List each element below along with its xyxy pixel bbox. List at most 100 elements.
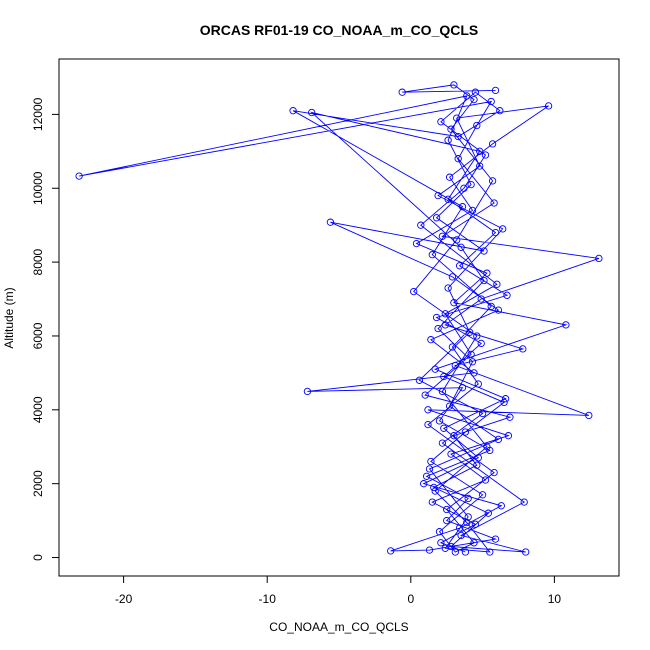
data-point	[522, 548, 530, 556]
data-point	[466, 328, 474, 336]
data-point	[481, 151, 490, 159]
data-point	[425, 465, 434, 473]
data-point	[303, 387, 312, 396]
data-point	[463, 92, 471, 100]
data-point	[450, 299, 458, 307]
data-point	[463, 518, 471, 527]
data-point	[434, 324, 442, 333]
data-point	[427, 336, 435, 344]
data-point	[457, 531, 465, 540]
data-point	[453, 236, 461, 244]
data-point	[417, 221, 425, 229]
data-point	[438, 439, 447, 447]
y-tick-label: 8000	[31, 248, 45, 275]
data-point	[432, 214, 441, 222]
data-point	[460, 184, 468, 192]
data-point	[455, 524, 464, 532]
data-point	[437, 539, 445, 547]
data-point	[289, 107, 297, 115]
data-point	[464, 513, 472, 521]
data-point	[451, 548, 459, 556]
data-point	[488, 140, 497, 148]
x-tick-label: 10	[548, 592, 562, 606]
series-layer	[75, 81, 603, 556]
data-point	[467, 350, 475, 359]
data-point	[494, 435, 503, 444]
data-point	[457, 243, 465, 251]
data-point	[424, 406, 432, 414]
x-axis-label: CO_NOAA_m_CO_QCLS	[269, 620, 408, 634]
data-point	[308, 108, 316, 117]
x-tick-label: -20	[115, 592, 133, 606]
data-point	[470, 539, 478, 547]
data-point	[445, 402, 454, 410]
data-point	[428, 498, 436, 506]
data-point	[474, 380, 482, 388]
data-point	[493, 280, 501, 288]
data-point	[471, 520, 480, 528]
y-tick-label: 6000	[31, 322, 45, 349]
y-tick-label: 0	[31, 554, 45, 561]
data-point	[477, 339, 485, 348]
data-point	[444, 195, 452, 203]
x-tick-label: -10	[259, 592, 277, 606]
data-point	[477, 295, 485, 303]
data-point	[455, 262, 464, 270]
y-tick-label: 12000	[31, 97, 45, 131]
data-point	[483, 443, 491, 451]
data-point	[473, 461, 481, 469]
data-point	[387, 547, 395, 555]
data-point	[440, 424, 448, 432]
data-point	[506, 413, 514, 421]
y-axis-label: Altitude (m)	[2, 287, 16, 348]
data-point	[474, 454, 482, 462]
data-point	[520, 498, 528, 506]
data-point	[476, 147, 484, 155]
data-point	[450, 432, 458, 440]
y-tick-label: 2000	[31, 470, 45, 497]
data-point	[484, 509, 492, 517]
data-point	[468, 358, 477, 366]
data-point	[468, 206, 477, 215]
plot-frame	[58, 58, 620, 577]
data-point	[488, 177, 497, 185]
data-point	[451, 361, 459, 370]
data-point	[447, 125, 455, 133]
data-point	[562, 321, 570, 329]
data-point	[544, 102, 553, 110]
data-point	[443, 505, 451, 514]
data-point	[428, 251, 436, 259]
data-point	[437, 118, 445, 126]
data-point	[487, 97, 495, 106]
data-point	[326, 218, 335, 226]
data-point	[503, 291, 511, 299]
data-point	[422, 472, 431, 480]
data-point	[434, 191, 442, 200]
data-point	[441, 544, 449, 552]
data-point	[519, 345, 527, 353]
data-point	[443, 516, 451, 525]
data-point	[440, 372, 448, 381]
data-point	[444, 136, 452, 144]
data-point	[448, 273, 457, 281]
data-point	[432, 313, 441, 322]
y-axis: 0 2000 4000 6000 8000 10000 12000	[31, 97, 59, 561]
data-point	[435, 417, 444, 425]
x-axis: -20 -10 0 10	[115, 576, 561, 606]
data-point	[501, 395, 510, 403]
data-point	[441, 310, 449, 318]
data-point	[491, 86, 500, 95]
x-tick-label: 0	[407, 592, 414, 606]
data-point	[431, 365, 439, 373]
data-point	[490, 468, 498, 477]
data-point	[421, 391, 429, 399]
data-point	[415, 376, 424, 384]
data-point	[431, 487, 439, 495]
data-point	[471, 88, 480, 96]
data-point	[447, 450, 455, 458]
data-point	[476, 162, 484, 170]
data-point	[470, 369, 478, 377]
data-point	[504, 432, 513, 440]
data-point	[496, 107, 504, 115]
